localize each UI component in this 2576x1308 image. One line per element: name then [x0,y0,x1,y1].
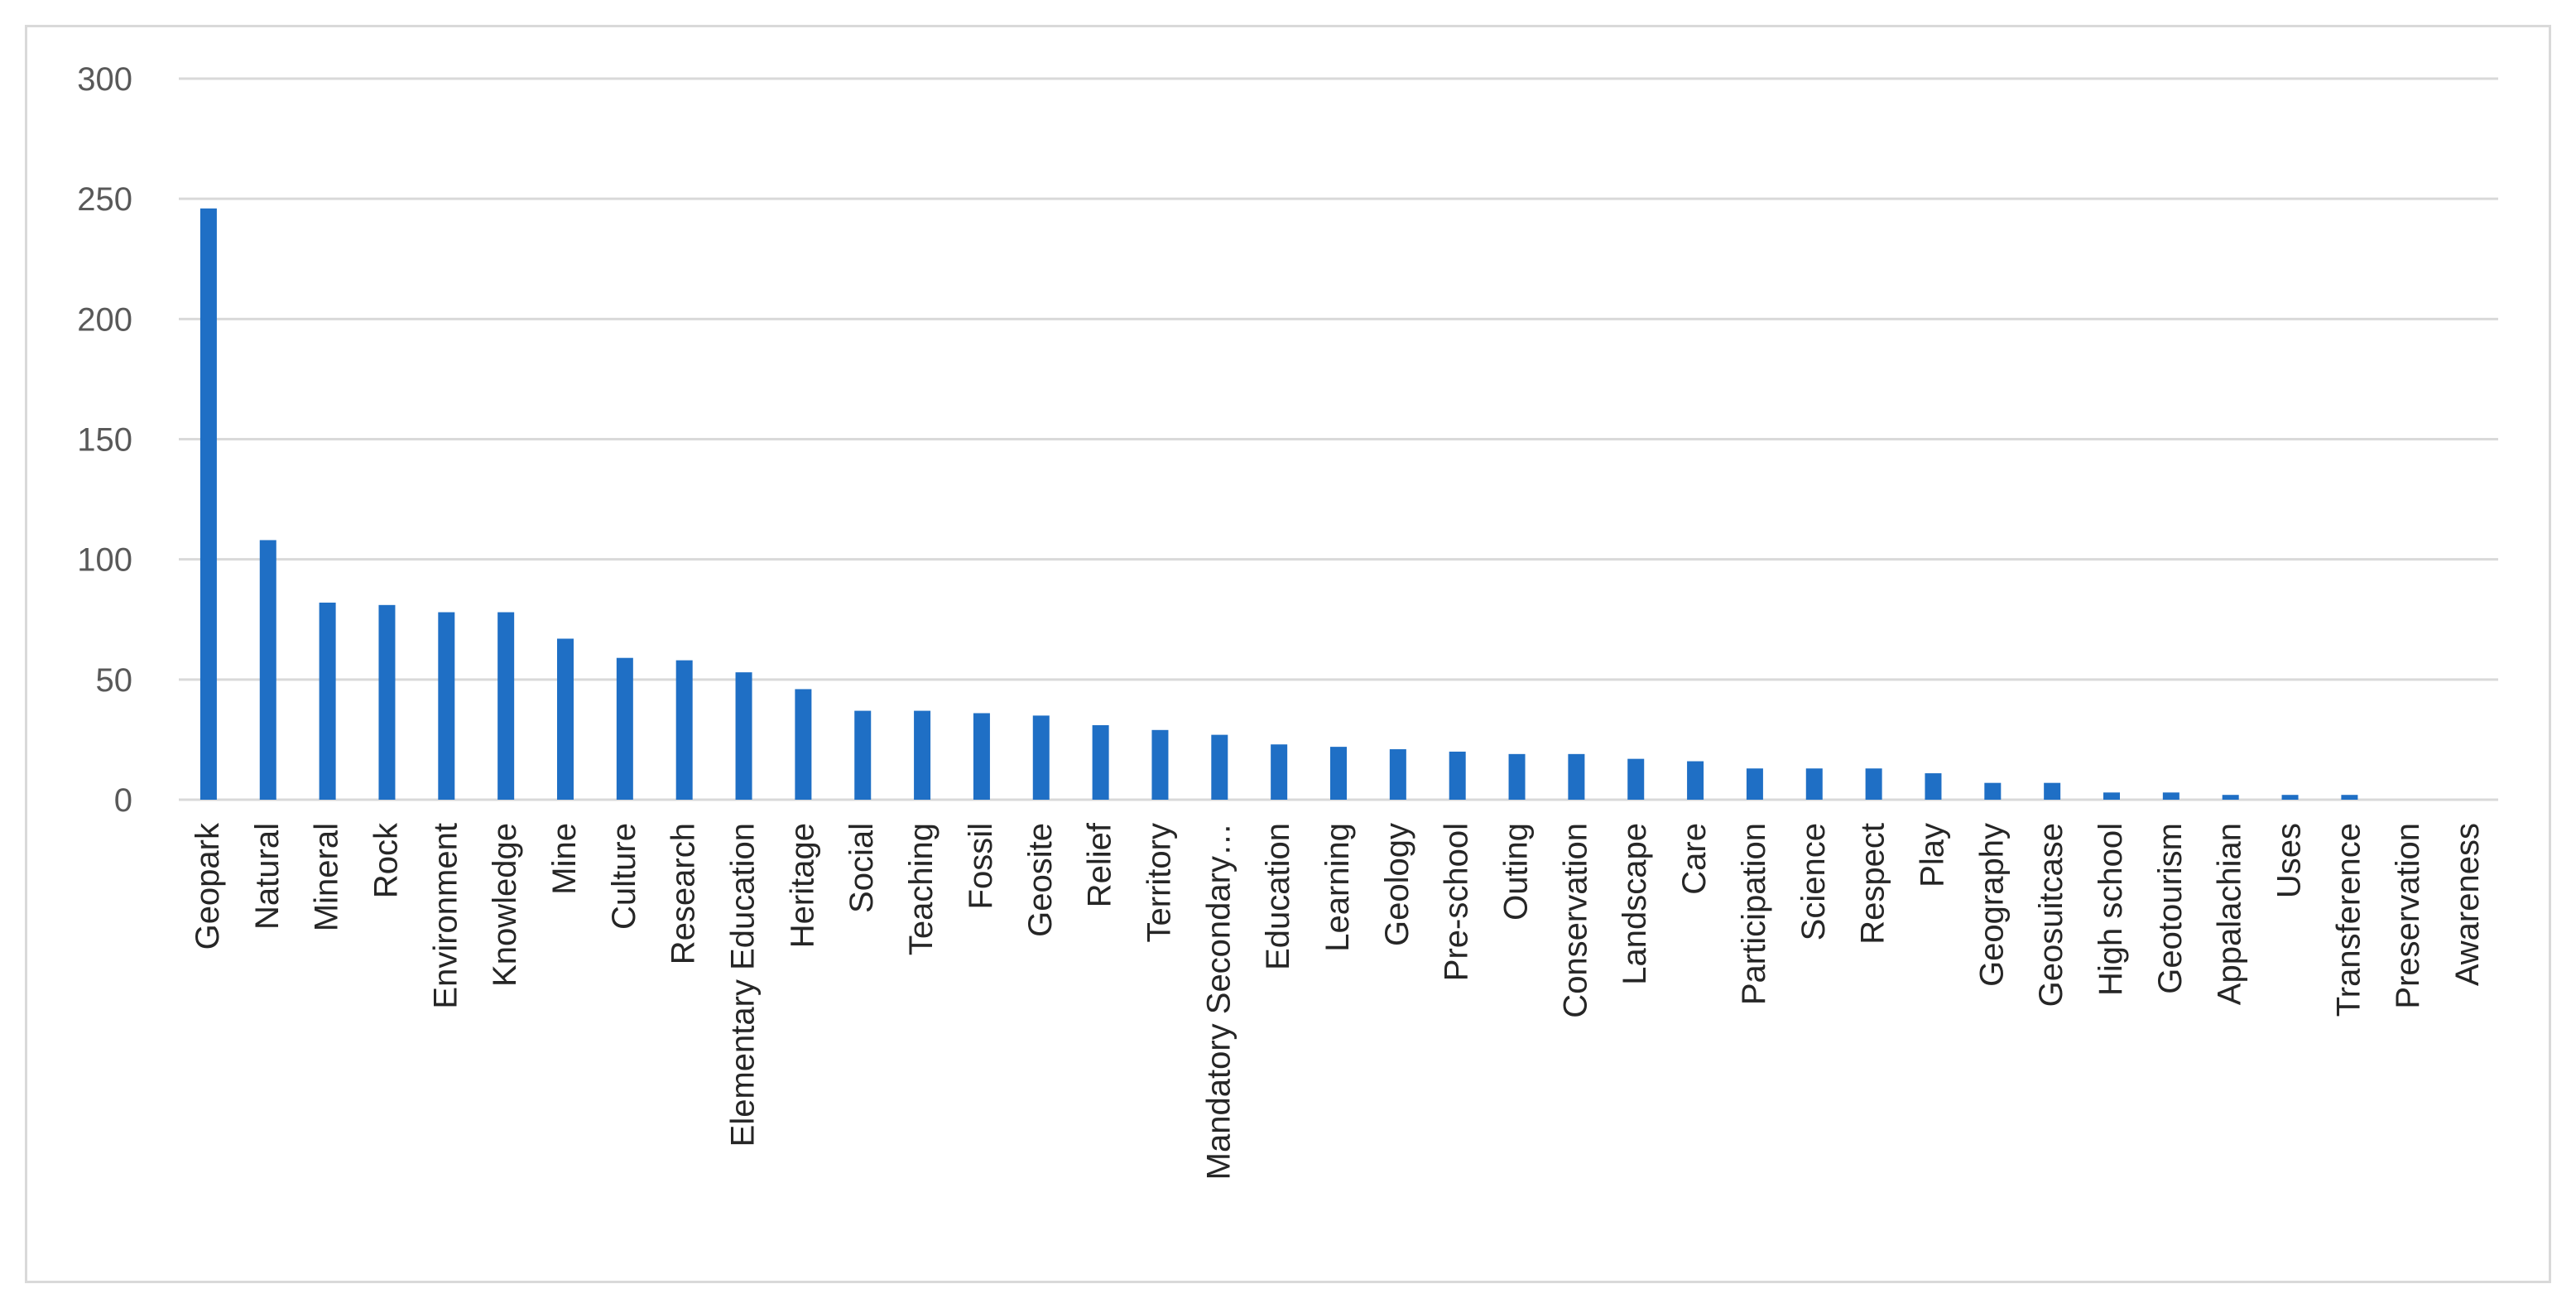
bar [1865,768,1882,800]
x-tick-label: Uses [2271,823,2308,898]
bars [199,208,2358,800]
x-tick-label: Mine [546,823,583,895]
x-tick-label: Fossil [963,823,999,909]
y-tick-label: 50 [96,662,133,699]
y-tick-label: 200 [77,301,132,338]
x-tick-label: Geopark [190,822,226,950]
x-tick-label: Research [666,823,702,964]
x-tick-label: Knowledge [487,823,523,987]
bar [2162,792,2180,800]
x-tick-label: Relief [1082,822,1118,907]
x-tick-label: Awareness [2449,823,2486,986]
bar [1627,758,1645,800]
y-tick-label: 300 [77,61,132,98]
bar [616,657,633,800]
x-tick-label: Geotourism [2152,823,2189,994]
bar [1746,768,1763,800]
bar [795,689,812,800]
x-tick-label: High school [2093,823,2129,996]
x-tick-label: Natural [249,823,286,930]
y-tick-label: 250 [77,181,132,218]
x-tick-label: Elementary Education [725,823,762,1147]
bar [319,602,336,800]
x-tick-label: Learning [1319,823,1356,952]
bar [973,713,990,800]
x-tick-label: Play [1914,823,1950,887]
bar [259,540,276,800]
x-tick-label: Respect [1855,823,1891,945]
bar [1984,782,2002,800]
bar [378,604,396,800]
bar [854,710,872,800]
x-tick-label: Care [1676,823,1713,895]
x-tick-label: Environment [427,823,464,1009]
bar [1211,734,1228,800]
x-tick-label: Rock [368,822,404,898]
x-tick-label: Geosuitcase [2033,823,2069,1007]
bar [1032,715,1050,800]
bar [438,612,455,800]
x-tick-label: Landscape [1617,823,1653,985]
bar [2341,795,2358,800]
bar [2103,792,2120,800]
bar [2281,795,2299,800]
bar [1925,773,1942,800]
bar [1687,761,1704,800]
bar [1271,744,1288,800]
bar [914,710,931,800]
x-tick-label: Education [1260,823,1296,970]
x-tick-label: Geology [1379,823,1415,946]
y-tick-label: 100 [77,542,132,579]
x-tick-label: Mandatory Secondary… [1200,823,1237,1180]
y-tick-label: 0 [114,782,132,819]
x-tick-label: Geosite [1022,823,1059,937]
bar [1389,749,1406,800]
bar [1568,753,1585,800]
bar [2222,795,2239,800]
x-tick-label: Preservation [2390,823,2426,1009]
bar [1508,753,1526,800]
x-tick-label: Appalachian [2212,823,2248,1005]
x-tick-label: Outing [1498,823,1535,921]
bar [2044,782,2061,800]
gridlines [179,77,2498,801]
bar [497,612,515,800]
x-axis-ticks: Geopark Natural Mineral Rock Environment Know… [190,822,2486,1180]
y-axis-ticks: 0 50 100 150 200 250 300 [77,61,132,819]
x-tick-label: Geography [1973,823,2010,987]
bar [1330,747,1347,800]
x-tick-label: Culture [606,823,642,930]
x-tick-label: Heritage [784,823,820,948]
x-tick-label: Participation [1736,823,1772,1005]
bar [1092,724,1109,800]
x-tick-label: Territory [1141,823,1177,942]
x-tick-label: Conservation [1557,823,1593,1018]
bar [675,660,693,800]
x-tick-label: Science [1795,823,1832,940]
x-tick-label: Teaching [903,823,940,955]
y-tick-label: 150 [77,422,132,459]
bar [199,208,217,800]
x-tick-label: Mineral [309,823,345,931]
bar [557,638,574,800]
x-tick-label: Social [843,823,880,913]
bar [1805,768,1823,800]
bar [735,672,752,800]
bar [1151,729,1169,800]
x-tick-label: Pre-school [1439,823,1475,981]
bar [1449,751,1466,800]
x-tick-label: Transference [2330,823,2367,1017]
